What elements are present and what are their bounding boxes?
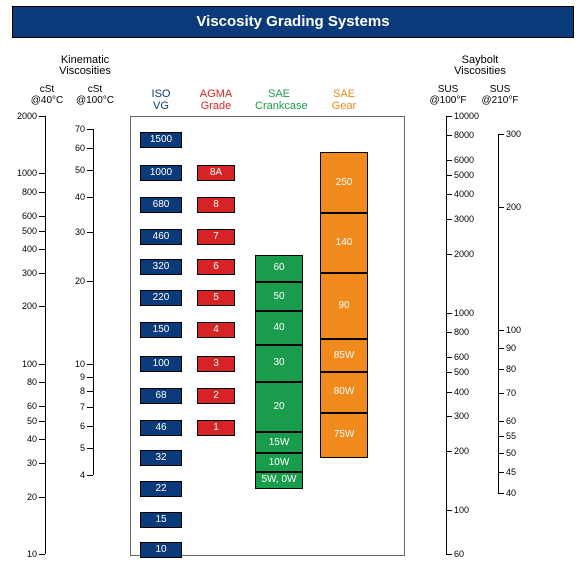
iso-head: ISOVG — [140, 88, 182, 112]
agma-3: 3 — [197, 356, 235, 372]
cSt40-bar — [45, 116, 46, 554]
agma-8A: 8A — [197, 165, 235, 181]
sae_g-75W: 75W — [320, 413, 368, 458]
agma-head: AGMAGrade — [197, 88, 235, 112]
saybolt-label: SayboltViscosities — [440, 55, 520, 77]
sae_c-5W, 0W: 5W, 0W — [255, 472, 303, 489]
sae_c-50: 50 — [255, 282, 303, 311]
agma-1: 1 — [197, 420, 235, 436]
kinematic-label: KinematicViscosities — [45, 55, 125, 77]
sae_c-20: 20 — [255, 382, 303, 431]
agma-4: 4 — [197, 322, 235, 338]
sae_c-head: SAECrankcase — [255, 88, 303, 112]
agma-8: 8 — [197, 197, 235, 213]
sae_g-140: 140 — [320, 213, 368, 273]
cSt40-label: cSt@40°C — [27, 84, 67, 106]
iso-22: 22 — [140, 481, 182, 497]
sae_g-80W: 80W — [320, 372, 368, 413]
agma-5: 5 — [197, 290, 235, 306]
title-banner: Viscosity Grading Systems — [12, 6, 574, 38]
sus100-label: SUS@100°F — [428, 84, 468, 106]
iso-320: 320 — [140, 259, 182, 275]
iso-460: 460 — [140, 229, 182, 245]
sae_g-250: 250 — [320, 152, 368, 213]
sae_c-30: 30 — [255, 345, 303, 382]
cSt100-label: cSt@100°C — [75, 84, 115, 106]
iso-1000: 1000 — [140, 165, 182, 181]
iso-10: 10 — [140, 542, 182, 558]
iso-46: 46 — [140, 420, 182, 436]
sae_g-head: SAEGear — [320, 88, 368, 112]
iso-150: 150 — [140, 322, 182, 338]
sae_g-85W: 85W — [320, 339, 368, 373]
iso-15: 15 — [140, 512, 182, 528]
sae_c-60: 60 — [255, 255, 303, 281]
iso-1500: 1500 — [140, 132, 182, 148]
sae_c-10W: 10W — [255, 453, 303, 472]
sae_c-40: 40 — [255, 311, 303, 346]
iso-68: 68 — [140, 388, 182, 404]
agma-6: 6 — [197, 259, 235, 275]
iso-32: 32 — [140, 450, 182, 466]
iso-220: 220 — [140, 290, 182, 306]
agma-2: 2 — [197, 388, 235, 404]
sae_c-15W: 15W — [255, 432, 303, 453]
iso-680: 680 — [140, 197, 182, 213]
sae_g-90: 90 — [320, 273, 368, 339]
cSt100-bar — [93, 129, 94, 475]
sus210-label: SUS@210°F — [480, 84, 520, 106]
agma-7: 7 — [197, 229, 235, 245]
iso-100: 100 — [140, 356, 182, 372]
sus210-bar — [498, 134, 499, 492]
sus100-bar — [446, 116, 447, 554]
